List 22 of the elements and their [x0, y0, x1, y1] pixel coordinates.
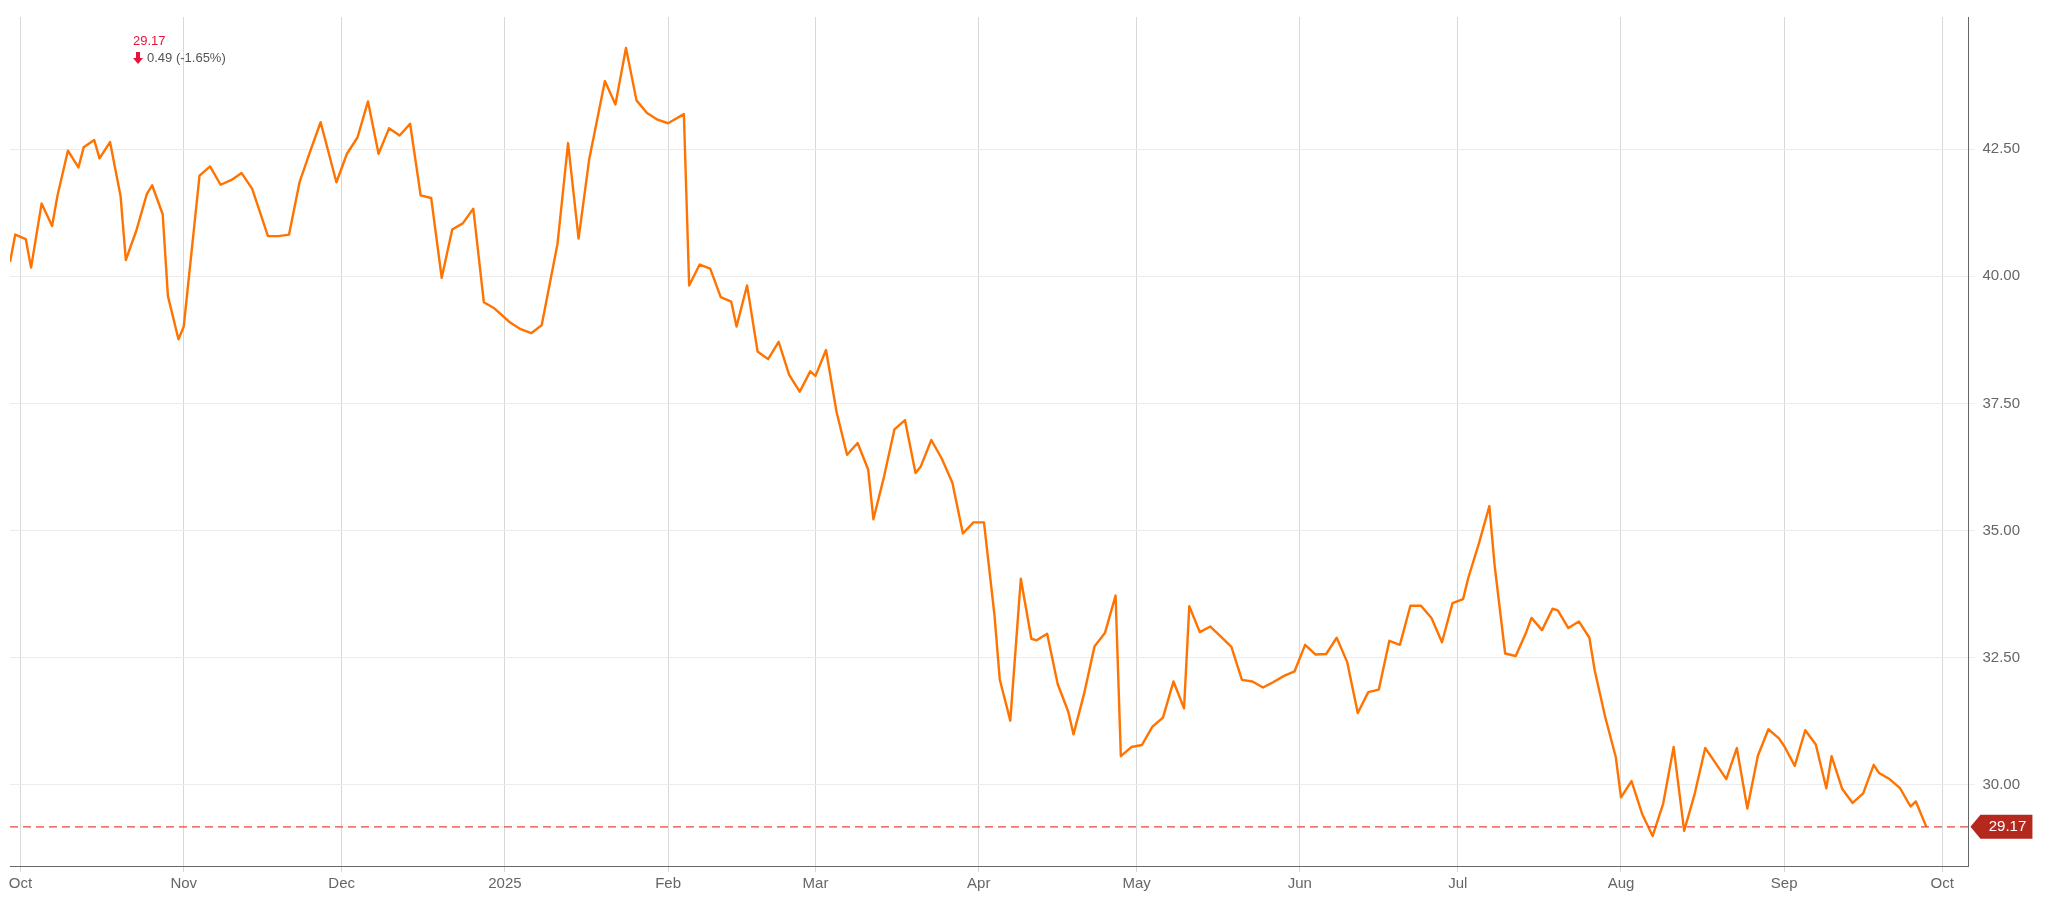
x-tick-label: Jun — [1287, 874, 1312, 892]
y-tick-label: 35.00 — [1982, 520, 2021, 538]
ref-line-label: 29.17 — [1988, 817, 2027, 834]
y-tick-label: 42.50 — [1982, 139, 2021, 157]
x-tick-label: 2025 — [488, 874, 522, 892]
y-tick-label: 40.00 — [1982, 266, 2021, 284]
x-tick-label: Mar — [802, 874, 829, 892]
x-tick-label: Oct — [1930, 874, 1955, 892]
y-tick-label: 30.00 — [1982, 774, 2021, 792]
annotation: 29.17 — [133, 32, 167, 49]
y-tick-label: 32.50 — [1982, 647, 2021, 665]
x-tick-label: Apr — [967, 874, 991, 892]
x-tick-label: May — [1122, 874, 1152, 892]
x-tick-label: Jul — [1448, 874, 1468, 892]
x-tick-label: Oct — [8, 874, 34, 892]
y-tick-label: 37.50 — [1982, 393, 2021, 411]
x-tick-label: Nov — [170, 874, 198, 892]
x-tick-label: Feb — [655, 874, 682, 892]
x-tick-label: Dec — [328, 874, 356, 892]
annotation: 0.49 (-1.65%) — [147, 49, 226, 66]
x-tick-label: Sep — [1770, 874, 1798, 892]
x-tick-label: Aug — [1607, 874, 1635, 892]
